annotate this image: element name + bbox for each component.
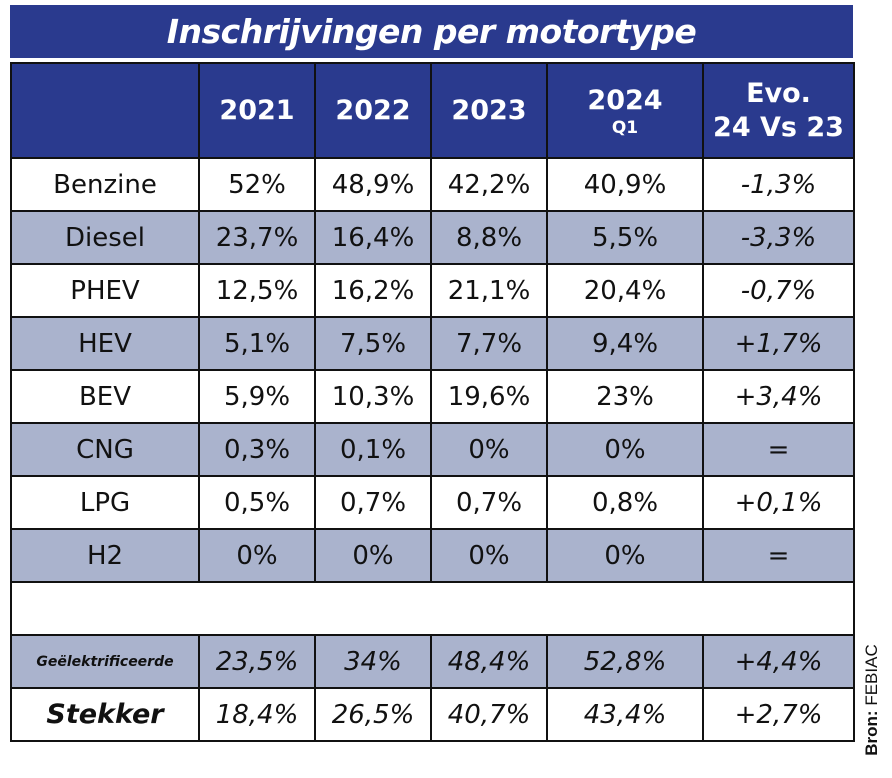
cell-2021: 23,7% (198, 210, 316, 265)
cell-2024: 5,5% (546, 210, 704, 265)
row-label: H2 (10, 528, 200, 583)
source-credit: Bron: FEBIAC (862, 644, 882, 755)
cell-2022: 0,1% (314, 422, 432, 477)
cell-evolution: +2,7% (702, 687, 855, 742)
cell-2021: 18,4% (198, 687, 316, 742)
header-2021: 2021 (198, 62, 316, 159)
cell-2023: 8,8% (430, 210, 548, 265)
spacer-row (10, 581, 855, 636)
header-empty-cell (10, 62, 200, 159)
cell-2023: 42,2% (430, 157, 548, 212)
cell-evolution: +0,1% (702, 475, 855, 530)
cell-2022: 0,7% (314, 475, 432, 530)
cell-evolution: = (702, 528, 855, 583)
cell-2024: 52,8% (546, 634, 704, 689)
cell-evolution: +4,4% (702, 634, 855, 689)
cell-2023: 48,4% (430, 634, 548, 689)
header-2024: 2024 Q1 (546, 62, 704, 159)
cell-evolution: = (702, 422, 855, 477)
cell-2022: 34% (314, 634, 432, 689)
cell-2021: 5,9% (198, 369, 316, 424)
row-label: LPG (10, 475, 200, 530)
header-2022: 2022 (314, 62, 432, 159)
header-2024-year: 2024 (587, 84, 663, 116)
table-row-bev: BEV 5,9% 10,3% 19,6% 23% +3,4% (10, 369, 855, 424)
table-row-lpg: LPG 0,5% 0,7% 0,7% 0,8% +0,1% (10, 475, 855, 530)
cell-2024: 0% (546, 528, 704, 583)
cell-2022: 48,9% (314, 157, 432, 212)
table-row-h2: H2 0% 0% 0% 0% = (10, 528, 855, 583)
table-title: Inschrijvingen per motortype (10, 5, 853, 58)
cell-2023: 0% (430, 422, 548, 477)
row-label: CNG (10, 422, 200, 477)
cell-2021: 12,5% (198, 263, 316, 318)
cell-evolution: -3,3% (702, 210, 855, 265)
table-row-benzine: Benzine 52% 48,9% 42,2% 40,9% -1,3% (10, 157, 855, 212)
row-label: Geëlektrificeerde (10, 634, 200, 689)
summary-row-plugin: Stekker 18,4% 26,5% 40,7% 43,4% +2,7% (10, 687, 855, 742)
source-value: FEBIAC (862, 644, 881, 706)
row-label: Diesel (10, 210, 200, 265)
cell-2022: 16,4% (314, 210, 432, 265)
cell-2022: 0% (314, 528, 432, 583)
cell-evolution: -1,3% (702, 157, 855, 212)
header-row: 2021 2022 2023 2024 Q1 Evo. 24 Vs 23 (10, 62, 855, 159)
cell-2021: 52% (198, 157, 316, 212)
cell-2023: 0,7% (430, 475, 548, 530)
cell-2024: 0,8% (546, 475, 704, 530)
table-row-hev: HEV 5,1% 7,5% 7,7% 9,4% +1,7% (10, 316, 855, 371)
table-row-cng: CNG 0,3% 0,1% 0% 0% = (10, 422, 855, 477)
cell-2022: 7,5% (314, 316, 432, 371)
cell-2021: 0,5% (198, 475, 316, 530)
table-row-diesel: Diesel 23,7% 16,4% 8,8% 5,5% -3,3% (10, 210, 855, 265)
cell-2023: 21,1% (430, 263, 548, 318)
cell-2021: 0,3% (198, 422, 316, 477)
cell-2024: 40,9% (546, 157, 704, 212)
source-label: Bron: (862, 710, 881, 756)
row-label: PHEV (10, 263, 200, 318)
row-label: Benzine (10, 157, 200, 212)
spacer-cell (10, 581, 855, 636)
cell-2024: 23% (546, 369, 704, 424)
cell-2022: 16,2% (314, 263, 432, 318)
summary-row-electrified: Geëlektrificeerde 23,5% 34% 48,4% 52,8% … (10, 634, 855, 689)
cell-2021: 23,5% (198, 634, 316, 689)
cell-2024: 9,4% (546, 316, 704, 371)
cell-2023: 40,7% (430, 687, 548, 742)
cell-2021: 5,1% (198, 316, 316, 371)
cell-evolution: +1,7% (702, 316, 855, 371)
header-2024-quarter: Q1 (611, 117, 639, 138)
header-evolution-line1: Evo. (746, 77, 811, 109)
cell-2023: 0% (430, 528, 548, 583)
header-evolution-line2: 24 Vs 23 (713, 111, 844, 143)
cell-evolution: +3,4% (702, 369, 855, 424)
registrations-table: 2021 2022 2023 2024 Q1 Evo. 24 Vs 23 Ben… (10, 62, 855, 742)
cell-evolution: -0,7% (702, 263, 855, 318)
cell-2023: 19,6% (430, 369, 548, 424)
header-2023: 2023 (430, 62, 548, 159)
cell-2024: 20,4% (546, 263, 704, 318)
table-row-phev: PHEV 12,5% 16,2% 21,1% 20,4% -0,7% (10, 263, 855, 318)
cell-2022: 26,5% (314, 687, 432, 742)
header-evolution: Evo. 24 Vs 23 (702, 62, 855, 159)
cell-2024: 43,4% (546, 687, 704, 742)
cell-2022: 10,3% (314, 369, 432, 424)
row-label: HEV (10, 316, 200, 371)
cell-2024: 0% (546, 422, 704, 477)
row-label: BEV (10, 369, 200, 424)
row-label: Stekker (10, 687, 200, 742)
cell-2023: 7,7% (430, 316, 548, 371)
cell-2021: 0% (198, 528, 316, 583)
